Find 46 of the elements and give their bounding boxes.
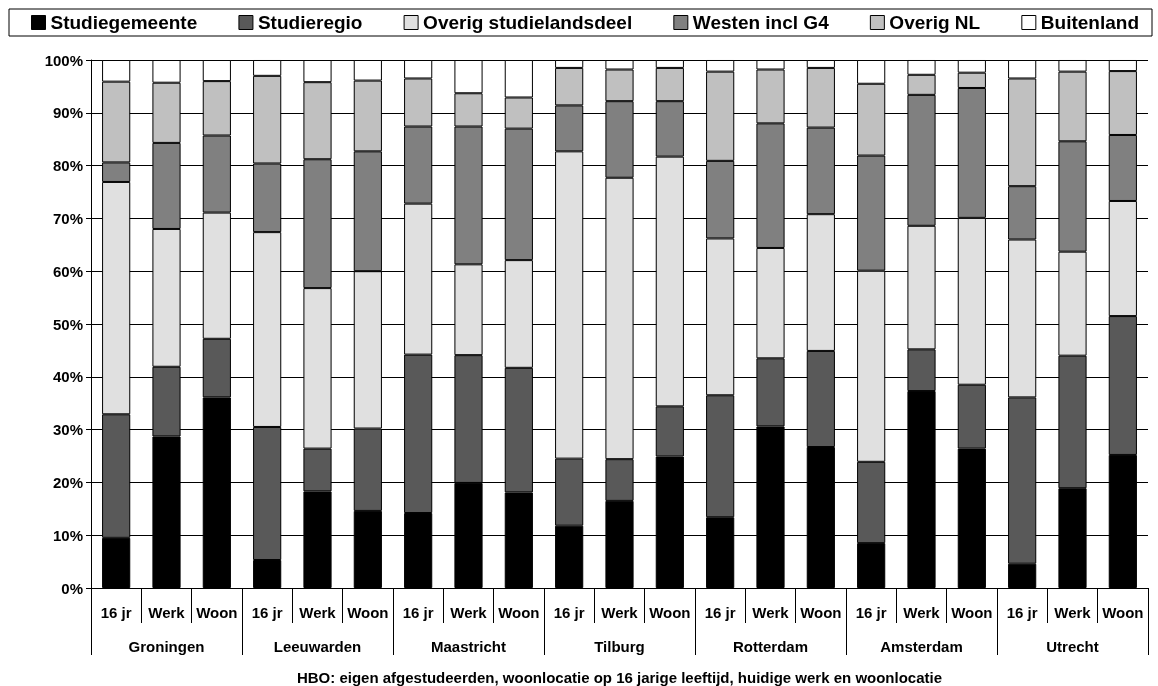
text: Tilburg: [594, 638, 645, 655]
text: Utrecht: [1046, 638, 1099, 655]
x-tick-label: 16 jr: [402, 604, 434, 621]
y-tick-label: 0%: [61, 579, 83, 597]
y-tick-label: 50%: [52, 315, 83, 333]
x-axis-title: HBO: eigen afgestudeerden, woonlocatie op 16 jarige leeftijd, huidige werk en woonlocatie: [296, 669, 943, 686]
legend-label: Studieregio: [257, 12, 363, 33]
x-tick-label: Werk: [450, 604, 488, 621]
x-tick-label: Woon: [800, 604, 842, 621]
x-tick-label: Woon: [1102, 604, 1144, 621]
y-tick-label: 40%: [52, 368, 83, 386]
text: Leeuwarden: [273, 638, 362, 655]
x-tick-label: Werk: [1054, 604, 1092, 621]
x-tick-label: Woon: [498, 604, 540, 621]
x-tick-label: 16 jr: [251, 604, 283, 621]
text: Amsterdam: [880, 638, 963, 655]
x-tick-label: 16 jr: [1006, 604, 1038, 621]
x-tick-label: Woon: [196, 604, 238, 621]
x-tick-label: Werk: [299, 604, 337, 621]
legend-label: Buitenland: [1040, 12, 1140, 33]
legend-label: Overig NL: [889, 12, 981, 33]
y-tick-label: 70%: [52, 209, 83, 227]
y-tick-label: 10%: [52, 526, 83, 544]
text: Maastricht: [430, 638, 507, 655]
x-tick-label: Werk: [148, 604, 186, 621]
x-tick-label: 16 jr: [855, 604, 887, 621]
y-tick-label: 60%: [52, 262, 83, 280]
text: Rotterdam: [732, 638, 809, 655]
x-tick-label: Woon: [951, 604, 993, 621]
text: Groningen: [128, 638, 205, 655]
y-tick-label: 20%: [52, 473, 83, 491]
x-tick-label: 16 jr: [704, 604, 736, 621]
x-tick-label: 16 jr: [100, 604, 132, 621]
y-tick-label: 100%: [44, 51, 83, 69]
x-tick-label: 16 jr: [553, 604, 585, 621]
x-tick-label: Werk: [601, 604, 639, 621]
x-tick-label: Woon: [347, 604, 389, 621]
legend-label: Overig studielandsdeel: [423, 12, 633, 33]
legend-label: Studiegemeente: [50, 12, 198, 33]
legend-label: Westen incl G4: [692, 12, 830, 33]
x-tick-label: Werk: [903, 604, 941, 621]
y-tick-label: 90%: [52, 104, 83, 122]
y-tick-label: 80%: [52, 157, 83, 175]
x-tick-label: Werk: [752, 604, 790, 621]
x-tick-label: Woon: [649, 604, 691, 621]
y-tick-label: 30%: [52, 421, 83, 439]
